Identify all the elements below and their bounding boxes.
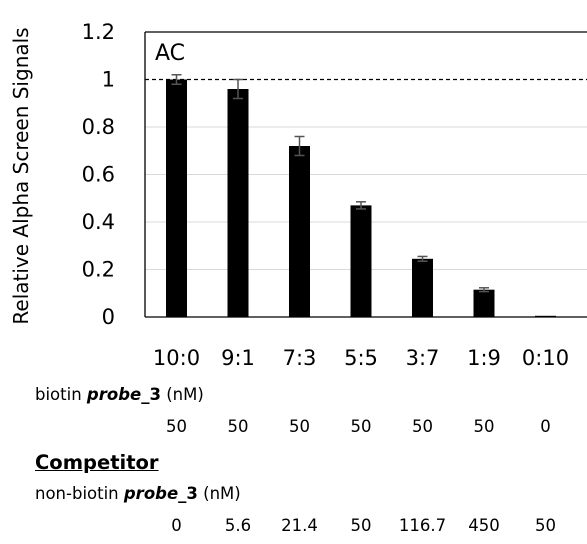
nonbiotin-prefix: non-biotin xyxy=(35,484,124,503)
nonbiotin-probe-name: probe xyxy=(123,484,179,503)
bar xyxy=(227,89,249,317)
x-tick-label: 1:9 xyxy=(467,346,501,370)
y-tick-label: 0.6 xyxy=(82,163,115,187)
biotin-concentration: 50 xyxy=(412,417,433,436)
axes xyxy=(144,31,587,318)
biotin-concentration: 50 xyxy=(350,417,372,436)
biotin-concentration: 50 xyxy=(289,417,310,436)
biotin-concentration: 0 xyxy=(540,417,551,436)
biotin-probe-suffix: _3 xyxy=(141,385,161,404)
nonbiotin-concentration: 5.6 xyxy=(224,516,252,535)
x-tick-label: 3:7 xyxy=(406,346,440,370)
nonbiotin-row-label: non-biotin probe_3 (nM) xyxy=(35,484,241,503)
y-tick-label: 0.4 xyxy=(82,210,115,234)
bar xyxy=(412,258,433,317)
y-tick-labels: 0 0.2 0.4 0.6 0.8 1 1.2 xyxy=(82,20,115,329)
x-tick-label: 10:0 xyxy=(153,346,200,370)
nonbiotin-concentration: 50 xyxy=(535,516,556,535)
x-tick-label: 5:5 xyxy=(344,346,378,370)
nonbiotin-concentration: 116.7 xyxy=(398,516,447,535)
biotin-prefix: biotin xyxy=(35,385,87,404)
panel-label: AC xyxy=(155,41,185,66)
bar xyxy=(473,289,495,317)
x-tick-label: 0:10 xyxy=(522,346,569,370)
nonbiotin-probe-suffix: _3 xyxy=(178,484,198,503)
biotin-concentration: 50 xyxy=(227,417,249,436)
y-tick-label: 0.8 xyxy=(82,115,115,139)
y-tick-label: 1 xyxy=(102,68,115,92)
y-tick-label: 1.2 xyxy=(82,20,115,44)
bar xyxy=(166,79,187,317)
nonbiotin-unit: (nM) xyxy=(197,484,241,503)
nonbiotin-concentration: 21.4 xyxy=(281,516,318,535)
y-tick-label: 0 xyxy=(102,305,115,329)
biotin-unit: (nM) xyxy=(160,385,204,404)
nonbiotin-concentration: 0 xyxy=(171,516,182,535)
biotin-probe-name: probe xyxy=(86,385,142,404)
x-tick-labels: 10:0 9:1 7:3 5:5 3:7 1:9 0:10 xyxy=(153,346,569,370)
bar xyxy=(350,205,372,317)
biotin-row-label: biotin probe_3 (nM) xyxy=(35,385,204,404)
biotin-concentration: 50 xyxy=(473,417,495,436)
bars xyxy=(166,79,556,317)
x-tick-label: 9:1 xyxy=(221,346,255,370)
nonbiotin-concentration: 50 xyxy=(350,516,372,535)
x-tick-label: 7:3 xyxy=(283,346,317,370)
biotin-concentration: 50 xyxy=(166,417,187,436)
y-tick-label: 0.2 xyxy=(82,258,115,282)
bar xyxy=(289,146,310,317)
nonbiotin-concentration: 450 xyxy=(468,516,500,535)
competitor-heading: Competitor xyxy=(35,451,159,474)
y-axis-label: Relative Alpha Screen Signals xyxy=(9,27,33,324)
error-bars xyxy=(171,74,489,293)
